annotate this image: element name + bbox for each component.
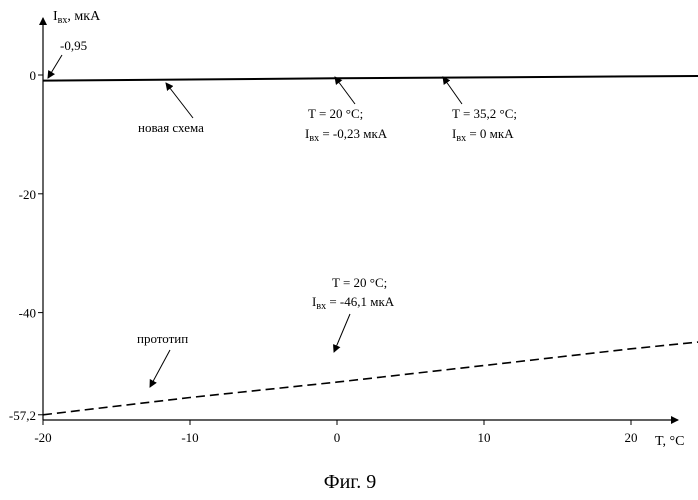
x-tick-label: 20 <box>625 430 638 445</box>
label-prototype-arrow <box>149 349 171 388</box>
label-prototype: прототип <box>137 331 188 346</box>
annotation-2-arrow <box>442 76 463 105</box>
figure-caption: Фиг. 9 <box>324 471 376 493</box>
y-tick-label: -40 <box>19 306 36 321</box>
y-tick-label: 0 <box>30 68 37 83</box>
y-axis-title: Iвх, мкА <box>53 9 101 26</box>
x-axis-title: T, °C <box>655 434 684 449</box>
series-line-new-scheme <box>42 74 698 82</box>
annotation-3-line1: T = 20 °C; <box>332 275 387 290</box>
x-tick-label: 10 <box>478 430 491 445</box>
x-ticks: -20-100102030405060 <box>34 420 638 445</box>
x-tick-label: -20 <box>34 430 51 445</box>
annotation-2-line2: Iвх = 0 мкА <box>452 126 514 144</box>
x-tick-label: 0 <box>334 430 341 445</box>
annotation-3-arrow <box>333 313 351 353</box>
x-tick-label: -10 <box>181 430 198 445</box>
annotation-1-line2: Iвх = -0,23 мкА <box>305 126 388 144</box>
annotation-start-value: -0,95 <box>60 38 87 53</box>
annotation-start-arrow <box>47 54 63 79</box>
label-new-scheme-arrow <box>165 82 194 119</box>
annotation-3-line2: Iвх = -46,1 мкА <box>312 294 395 312</box>
y-tick-label: -57,2 <box>9 408 36 423</box>
label-new-scheme: новая схема <box>138 120 204 135</box>
annotation-1-line1: T = 20 °C; <box>308 106 363 121</box>
y-ticks: 0 -20 -40 -57,2 <box>9 68 43 423</box>
annotation-1-arrow <box>334 76 356 105</box>
y-tick-label: -20 <box>19 187 36 202</box>
series-line-prototype <box>42 341 698 416</box>
annotation-2-line1: T = 35,2 °C; <box>452 106 517 121</box>
